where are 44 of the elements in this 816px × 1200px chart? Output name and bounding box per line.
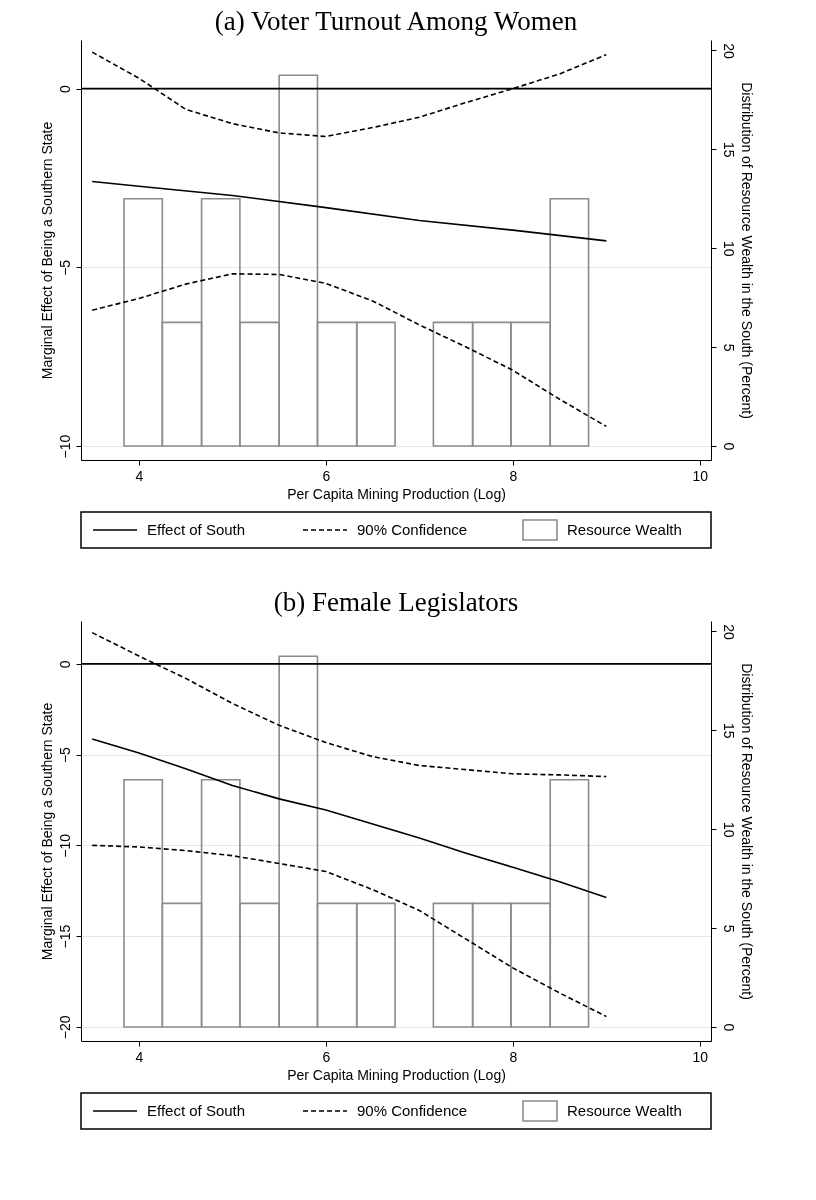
x-tick-label: 10 bbox=[692, 467, 709, 484]
y-tick-label: −5 bbox=[56, 746, 73, 764]
legend-label: Effect of South bbox=[147, 521, 246, 538]
y2-tick-label: 20 bbox=[720, 624, 737, 640]
x-axis-title: Per Capita Mining Production (Log) bbox=[287, 485, 506, 502]
x-tick-label: 6 bbox=[322, 467, 331, 484]
y-tick-label: −5 bbox=[56, 259, 73, 276]
x-tick-label: 4 bbox=[135, 467, 144, 484]
y2-tick-label: 5 bbox=[720, 343, 737, 352]
y-tick-label: −15 bbox=[56, 924, 73, 949]
y2-axis-title: Distribution of Resource Wealth in the South (Percent) bbox=[738, 663, 755, 1000]
y-tick-label: −20 bbox=[56, 1015, 73, 1040]
x-tick-label: 6 bbox=[322, 1048, 331, 1065]
y2-tick-label: 5 bbox=[720, 924, 737, 933]
legend-label: 90% Confidence bbox=[357, 521, 468, 538]
legend-label: Effect of South bbox=[147, 1102, 246, 1119]
line-series bbox=[91, 738, 608, 899]
x-tick-label: 10 bbox=[692, 1048, 709, 1065]
y-tick-label: −10 bbox=[56, 434, 73, 459]
y-tick-label: 0 bbox=[56, 660, 73, 669]
x-tick-label: 8 bbox=[509, 1048, 518, 1065]
y-tick-label: −10 bbox=[56, 833, 73, 858]
y2-tick-label: 0 bbox=[720, 442, 737, 451]
y2-axis-title: Distribution of Resource Wealth in the South (Percent) bbox=[738, 82, 755, 419]
y2-tick-label: 0 bbox=[720, 1023, 737, 1032]
line-series bbox=[91, 180, 608, 242]
y-tick-label: 0 bbox=[56, 85, 73, 94]
x-axis-title: Per Capita Mining Production (Log) bbox=[287, 1066, 506, 1083]
y-axis-title: Marginal Effect of Being a Southern State bbox=[38, 702, 55, 961]
y2-tick-label: 10 bbox=[720, 240, 737, 257]
x-tick-label: 4 bbox=[135, 1048, 144, 1065]
legend-label: Resource Wealth bbox=[567, 1102, 682, 1119]
y2-tick-label: 15 bbox=[720, 142, 737, 158]
line-series bbox=[91, 272, 608, 428]
legend-label: Resource Wealth bbox=[567, 521, 682, 538]
chart-title: (a) Voter Turnout Among Women bbox=[214, 6, 578, 36]
chart-title: (b) Female Legislators bbox=[273, 587, 519, 617]
y-axis-title: Marginal Effect of Being a Southern State bbox=[38, 121, 55, 380]
y2-tick-label: 10 bbox=[720, 821, 737, 838]
line-series bbox=[91, 844, 608, 1018]
x-tick-label: 8 bbox=[509, 467, 518, 484]
y2-tick-label: 20 bbox=[720, 43, 737, 59]
legend-label: 90% Confidence bbox=[357, 1102, 468, 1119]
y2-tick-label: 15 bbox=[720, 723, 737, 739]
